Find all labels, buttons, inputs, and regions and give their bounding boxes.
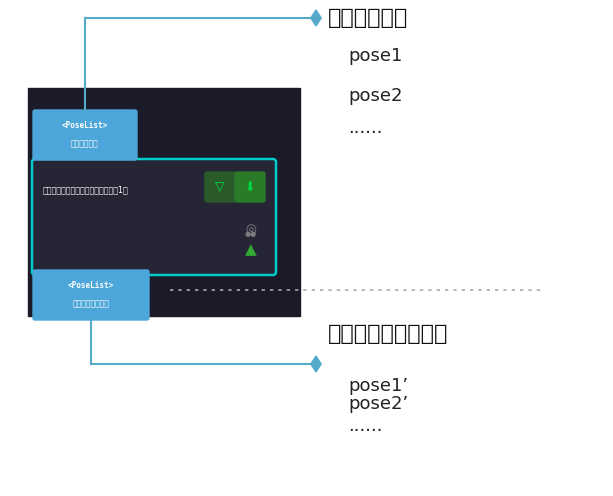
Text: pose2’: pose2’ — [348, 395, 408, 413]
Text: <PoseList>: <PoseList> — [68, 281, 114, 290]
Text: ▲: ▲ — [245, 243, 257, 257]
Text: 元の位置姿勢: 元の位置姿勢 — [71, 140, 99, 149]
Text: 位置姿勢を変換（直行ロボット）（1）: 位置姿勢を変換（直行ロボット）（1） — [43, 186, 129, 194]
Text: pose2: pose2 — [348, 87, 403, 105]
Polygon shape — [311, 10, 321, 26]
Text: 変換後の位置姿勢: 変換後の位置姿勢 — [72, 300, 110, 309]
Polygon shape — [311, 356, 321, 372]
Text: ⬇: ⬇ — [245, 181, 255, 193]
FancyBboxPatch shape — [205, 172, 235, 202]
Text: pose1: pose1 — [348, 47, 402, 65]
Text: 元の位置姿勢: 元の位置姿勢 — [328, 8, 408, 28]
Text: ......: ...... — [348, 119, 383, 137]
Text: pose1’: pose1’ — [348, 377, 408, 395]
Text: ◎: ◎ — [246, 224, 256, 237]
FancyBboxPatch shape — [235, 172, 265, 202]
Text: ▽: ▽ — [215, 181, 225, 193]
FancyBboxPatch shape — [33, 270, 149, 320]
Text: ●●: ●● — [245, 231, 257, 237]
FancyBboxPatch shape — [33, 110, 137, 160]
FancyBboxPatch shape — [32, 159, 276, 275]
Text: 変換された位置姿勢: 変換された位置姿勢 — [328, 324, 448, 344]
Text: ......: ...... — [348, 417, 383, 435]
FancyBboxPatch shape — [28, 88, 300, 316]
Text: <PoseList>: <PoseList> — [62, 122, 108, 130]
